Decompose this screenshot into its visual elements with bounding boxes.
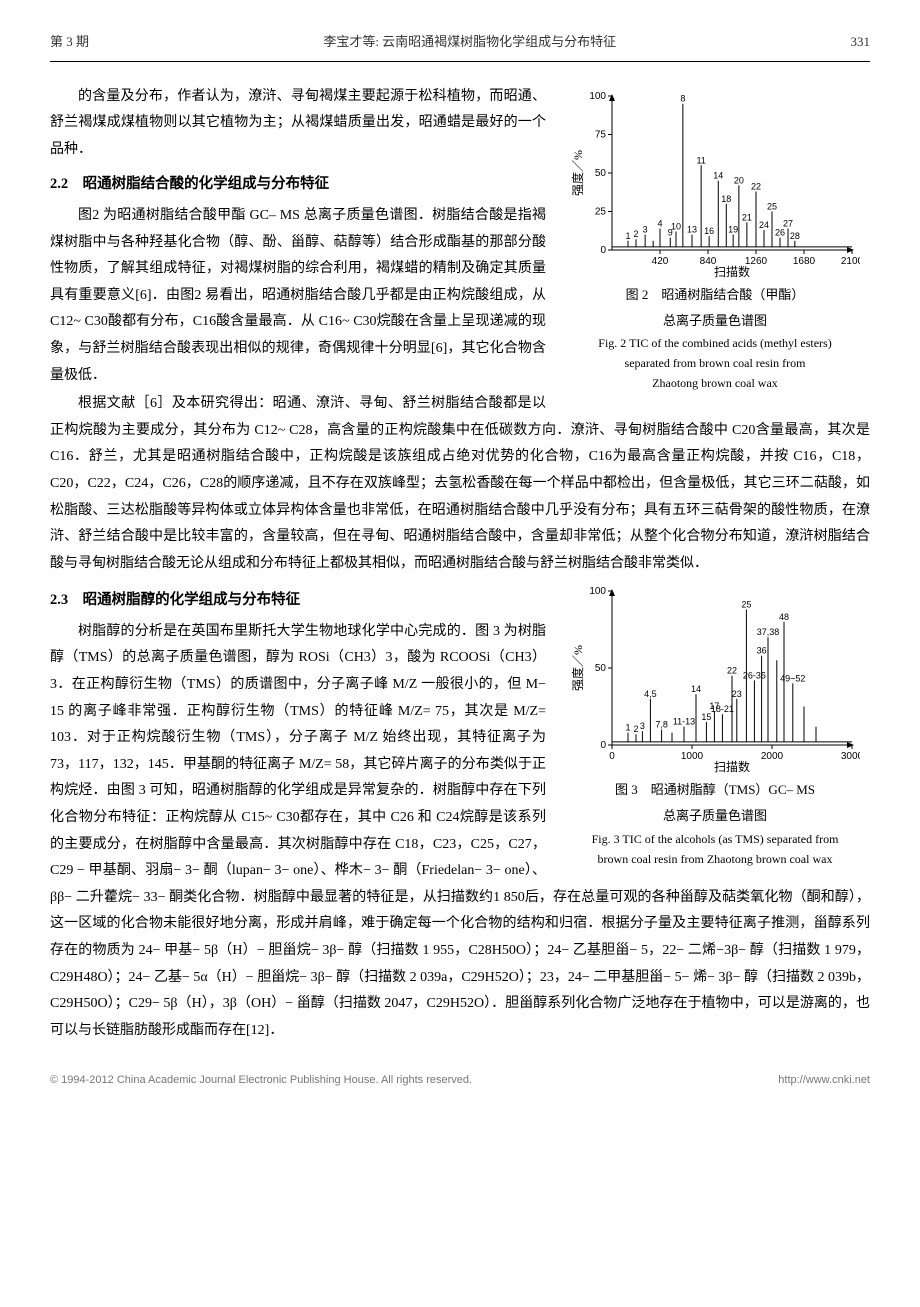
svg-text:18-21: 18-21 [711,705,734,715]
page-footer: © 1994-2012 China Academic Journal Elect… [50,1070,870,1091]
figure-3-caption-en-1: Fig. 3 TIC of the alcohols (as TMS) sepa… [560,830,870,848]
figure-3-caption-cn-1: 图 3 昭通树脂醇（TMS）GC– MS [560,779,870,801]
header-page: 331 [850,30,870,55]
figure-2-plot: 0255075100420840126016802100强度／%扫描数12349… [570,88,860,278]
svg-text:3000: 3000 [841,751,860,762]
svg-text:13: 13 [687,224,697,234]
svg-text:2: 2 [633,229,638,239]
figure-3-caption-en-2: brown coal resin from Zhaotong brown coa… [560,850,870,868]
figure-3: 0501000100020003000强度／%扫描数1234,57,811-13… [560,583,870,867]
svg-text:420: 420 [652,256,669,267]
svg-text:50: 50 [595,663,607,674]
svg-text:37,38: 37,38 [757,628,780,638]
svg-text:1: 1 [625,723,630,733]
svg-text:75: 75 [595,129,607,140]
svg-text:扫描数: 扫描数 [714,759,750,773]
svg-text:21: 21 [742,212,752,222]
page-header: 第 3 期 李宝才等: 云南昭通褐煤树脂物化学组成与分布特征 331 [50,30,870,62]
svg-text:25: 25 [595,206,607,217]
figure-2-caption-en-1: Fig. 2 TIC of the combined acids (methyl… [560,334,870,352]
header-title: 李宝才等: 云南昭通褐煤树脂物化学组成与分布特征 [323,30,616,55]
svg-text:10: 10 [671,221,681,231]
svg-text:2: 2 [633,725,638,735]
svg-text:100: 100 [589,91,606,102]
svg-text:26-35: 26-35 [743,671,766,681]
svg-text:25: 25 [767,201,777,211]
header-issue: 第 3 期 [50,30,89,55]
svg-text:25: 25 [741,600,751,610]
svg-text:24: 24 [759,220,769,230]
svg-text:1000: 1000 [681,751,704,762]
figure-2: 0255075100420840126016802100强度／%扫描数12349… [560,88,870,392]
svg-text:19: 19 [728,224,738,234]
svg-text:100: 100 [589,586,606,597]
svg-text:18: 18 [721,193,731,203]
svg-text:22: 22 [727,666,737,676]
svg-text:26: 26 [775,227,785,237]
svg-text:强度／%: 强度／% [570,150,585,196]
svg-text:36: 36 [757,646,767,656]
svg-text:14: 14 [713,170,723,180]
svg-text:3: 3 [640,721,645,731]
figure-2-caption-en-3: Zhaotong brown coal wax [560,374,870,392]
figure-2-caption-cn-1: 图 2 昭通树脂结合酸（甲酯） [560,284,870,306]
svg-text:28: 28 [790,230,800,240]
svg-text:11: 11 [696,155,705,165]
svg-text:2000: 2000 [761,751,784,762]
svg-text:7,8: 7,8 [655,720,668,730]
svg-text:27: 27 [783,218,793,228]
svg-text:4: 4 [657,218,662,228]
svg-text:0: 0 [600,740,606,751]
svg-text:1680: 1680 [793,256,816,267]
figure-3-caption-cn-2: 总离子质量色谱图 [560,805,870,827]
svg-text:2100: 2100 [841,256,860,267]
svg-text:0: 0 [609,751,615,762]
svg-text:扫描数: 扫描数 [714,264,750,278]
svg-text:11-13: 11-13 [673,717,695,727]
footer-copyright: © 1994-2012 China Academic Journal Elect… [50,1070,472,1091]
svg-text:14: 14 [691,685,701,695]
svg-text:49~52: 49~52 [780,674,805,684]
svg-text:20: 20 [734,175,744,185]
figure-2-caption-en-2: separated from brown coal resin from [560,354,870,372]
svg-text:0: 0 [600,245,606,256]
svg-text:48: 48 [779,612,789,622]
figure-3-plot: 0501000100020003000强度／%扫描数1234,57,811-13… [570,583,860,773]
svg-text:23: 23 [732,689,742,699]
svg-text:强度／%: 强度／% [570,645,585,691]
svg-text:1: 1 [625,230,630,240]
svg-text:8: 8 [680,93,685,103]
paragraph-3: 根据文献［6］及本研究得出：昭通、潦浒、寻甸、舒兰树脂结合酸都是以正构烷酸为主要… [50,391,870,577]
svg-text:50: 50 [595,168,607,179]
svg-text:16: 16 [704,226,714,236]
figure-2-caption-cn-2: 总离子质量色谱图 [560,310,870,332]
svg-text:3: 3 [643,224,648,234]
svg-text:22: 22 [751,181,761,191]
svg-text:4,5: 4,5 [644,689,657,699]
main-content: 0255075100420840126016802100强度／%扫描数12349… [50,84,870,1047]
footer-url: http://www.cnki.net [778,1070,870,1091]
